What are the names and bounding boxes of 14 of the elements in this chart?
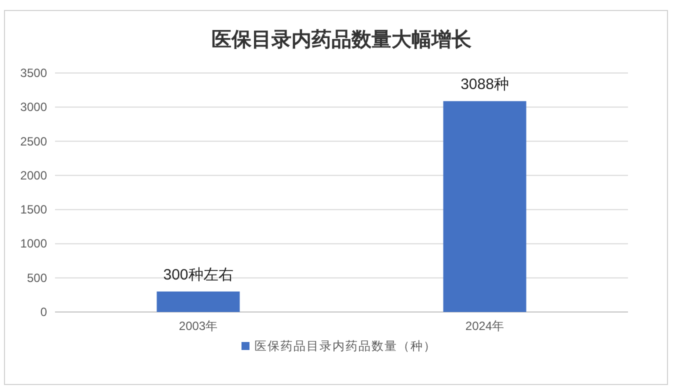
- y-tick-label: 500: [26, 270, 48, 285]
- legend-label: 医保药品目录内药品数量（种）: [254, 339, 436, 353]
- data-label: 300种左右: [163, 266, 234, 284]
- y-tick-label: 2500: [20, 134, 48, 148]
- y-tick-label: 1500: [20, 202, 48, 217]
- y-tick-label: 1000: [20, 236, 48, 251]
- y-tick-label: 2000: [20, 168, 48, 182]
- y-tick-label: 0: [40, 305, 48, 319]
- chart-title: 医保目录内药品数量大幅增长: [212, 29, 472, 51]
- y-tick-label: 3500: [20, 66, 48, 80]
- data-label: 3088种: [460, 76, 509, 94]
- y-tick-label: 3000: [20, 100, 48, 114]
- x-tick-label: 2024年: [465, 319, 504, 333]
- x-tick-label: 2003年: [178, 319, 218, 333]
